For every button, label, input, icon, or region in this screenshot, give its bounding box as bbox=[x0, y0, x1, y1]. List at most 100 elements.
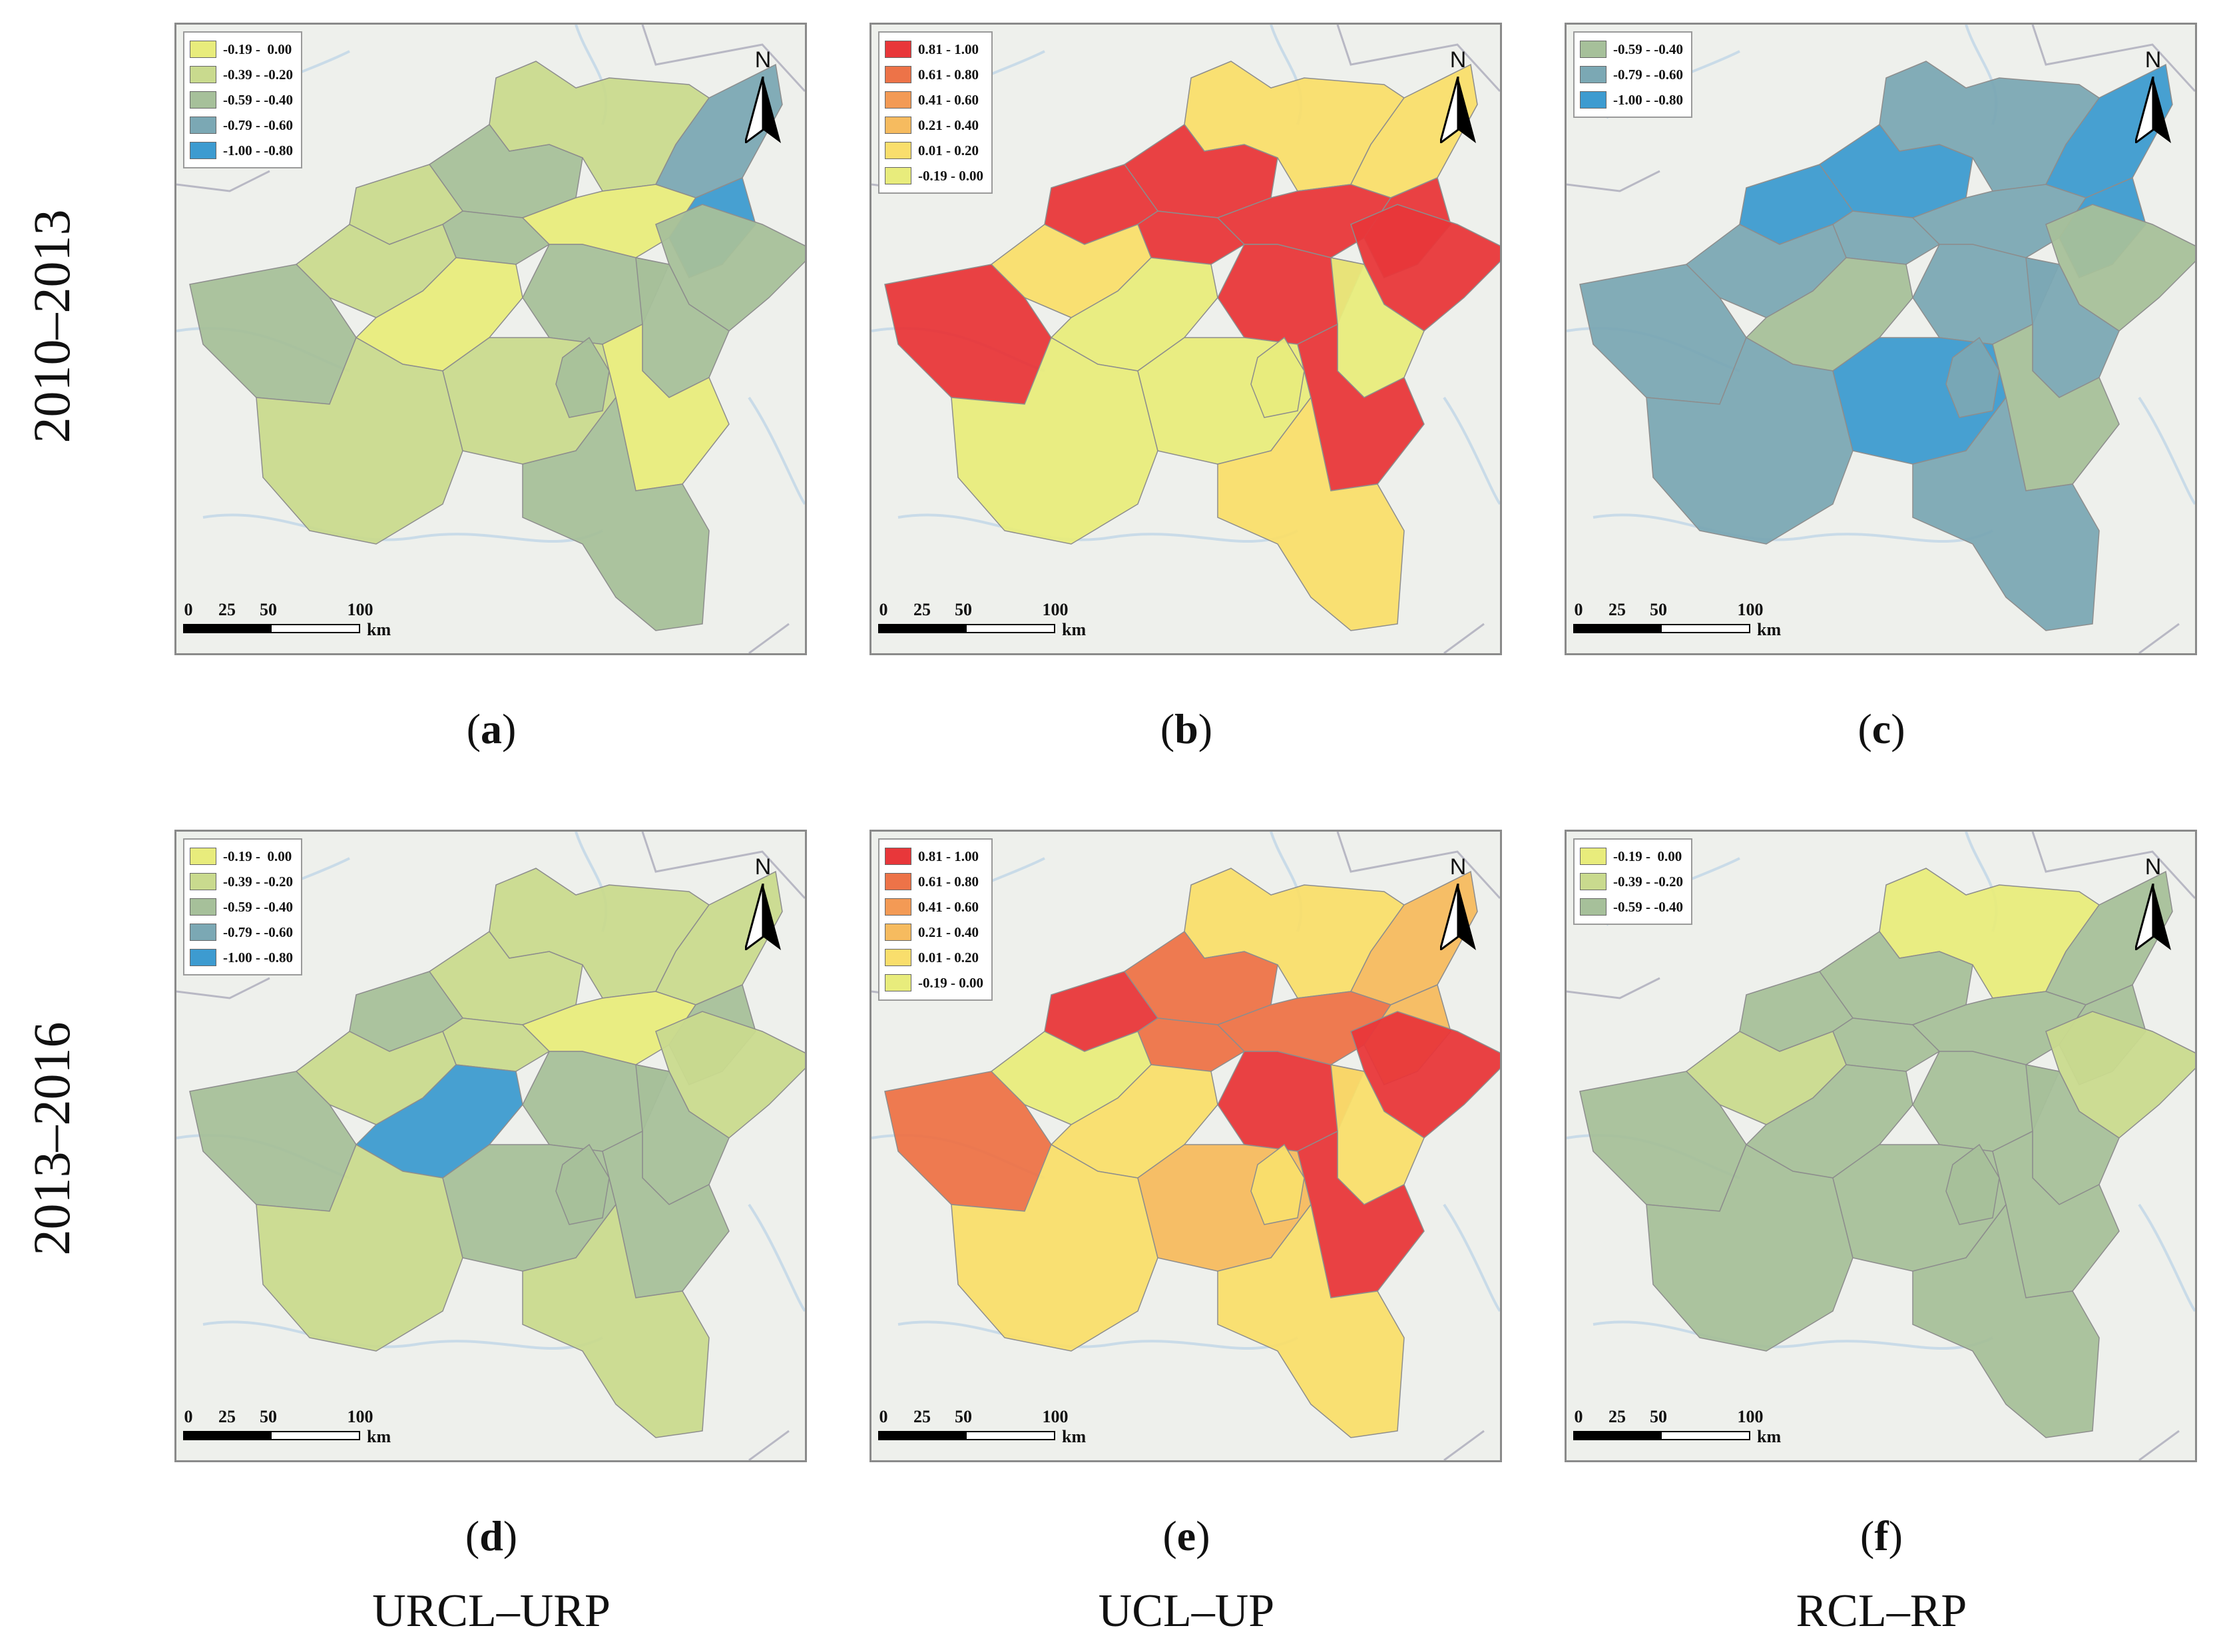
north-label: N bbox=[754, 47, 772, 73]
column-title-ucl-up: UCL–UP bbox=[1098, 1585, 1275, 1637]
scale-tick-label: 25 bbox=[218, 600, 236, 619]
legend-label: -0.59 - -0.40 bbox=[223, 899, 293, 915]
legend-label: 0.41 - 0.60 bbox=[918, 92, 979, 108]
scale-bar-graphic bbox=[878, 1431, 1055, 1440]
legend-label: -1.00 - -0.80 bbox=[1613, 92, 1683, 108]
north-arrow-icon bbox=[2135, 77, 2171, 143]
north-label: N bbox=[2144, 47, 2162, 73]
legend-item: -0.19 - 0.00 bbox=[885, 970, 983, 995]
legend-swatch bbox=[190, 142, 216, 159]
legend-item: 0.61 - 0.80 bbox=[885, 62, 983, 87]
legend-item: -0.59 - -0.40 bbox=[1580, 894, 1683, 920]
row-label-text: 2010–2013 bbox=[23, 209, 81, 443]
region-18 bbox=[1945, 1143, 2000, 1225]
caption-a: (a) bbox=[466, 705, 517, 752]
north-label: N bbox=[1449, 854, 1467, 880]
map-panel-d: -0.19 - 0.00 -0.39 - -0.20 -0.59 - -0.40 -0… bbox=[174, 830, 807, 1462]
choropleth-map bbox=[176, 832, 805, 1460]
map-legend: -0.19 - 0.00 -0.39 - -0.20 -0.59 - -0.40 -0… bbox=[183, 31, 302, 168]
legend-swatch bbox=[885, 41, 911, 58]
legend-swatch bbox=[885, 949, 911, 966]
legend-label: -0.79 - -0.60 bbox=[223, 924, 293, 940]
river-line bbox=[202, 513, 603, 543]
legend-item: -0.39 - -0.20 bbox=[1580, 869, 1683, 894]
scale-tick-label: 50 bbox=[955, 600, 972, 619]
legend-swatch bbox=[885, 91, 911, 109]
map-panel-b: 0.81 - 1.00 0.61 - 0.80 0.41 - 0.60 0.21 - … bbox=[869, 23, 1502, 655]
legend-item: -1.00 - -0.80 bbox=[190, 945, 293, 970]
legend-label: -0.19 - 0.00 bbox=[918, 975, 983, 991]
caption-b: (b) bbox=[1160, 705, 1213, 752]
river-line bbox=[1593, 513, 1993, 543]
legend-swatch bbox=[190, 949, 216, 966]
legend-label: -0.59 - -0.40 bbox=[223, 92, 293, 108]
legend-swatch bbox=[190, 66, 216, 83]
legend-item: -0.79 - -0.60 bbox=[190, 113, 293, 138]
legend-item: 0.41 - 0.60 bbox=[885, 87, 983, 113]
legend-label: 0.21 - 0.40 bbox=[918, 117, 979, 133]
scale-bar-graphic bbox=[183, 1431, 360, 1440]
legend-item: -0.39 - -0.20 bbox=[190, 62, 293, 87]
legend-item: -0.59 - -0.40 bbox=[1580, 37, 1683, 62]
legend-label: -0.19 - 0.00 bbox=[223, 41, 292, 57]
scale-tick-label: 100 bbox=[1042, 600, 1069, 619]
scale-tick-label: 0 bbox=[184, 600, 193, 619]
scale-unit: km bbox=[1062, 620, 1087, 639]
region-18 bbox=[555, 336, 610, 418]
legend-swatch bbox=[190, 91, 216, 109]
scale-bar: 0 25 50 100 km bbox=[183, 1407, 403, 1454]
legend-item: 0.01 - 0.20 bbox=[885, 945, 983, 970]
scale-tick-label: 50 bbox=[260, 1407, 277, 1426]
north-arrow: N bbox=[2130, 47, 2176, 147]
legend-item: -1.00 - -0.80 bbox=[190, 138, 293, 163]
river-line bbox=[2138, 396, 2195, 505]
map-panel-c: -0.59 - -0.40 -0.79 - -0.60 -1.00 - -0.80 N… bbox=[1565, 23, 2197, 655]
legend-item: -0.19 - 0.00 bbox=[190, 37, 293, 62]
legend-swatch bbox=[1580, 41, 1606, 58]
legend-label: -0.39 - -0.20 bbox=[223, 874, 293, 890]
north-arrow-icon bbox=[745, 884, 781, 950]
region-17 bbox=[1912, 396, 2100, 631]
scale-bar: 0 25 50 100 km bbox=[878, 1407, 1098, 1454]
column-title-rcl-rp: RCL–RP bbox=[1796, 1585, 1967, 1637]
legend-item: 0.21 - 0.40 bbox=[885, 920, 983, 945]
map-panel-f: -0.19 - 0.00 -0.39 - -0.20 -0.59 - -0.40 N 0… bbox=[1565, 830, 2197, 1462]
region-17 bbox=[1217, 396, 1405, 631]
north-arrow: N bbox=[1435, 47, 1481, 147]
region-18 bbox=[1250, 1143, 1305, 1225]
north-label: N bbox=[754, 854, 772, 880]
legend-swatch bbox=[190, 873, 216, 890]
legend-item: -0.19 - 0.00 bbox=[885, 163, 983, 188]
region-6 bbox=[521, 184, 697, 258]
legend-item: 0.21 - 0.40 bbox=[885, 113, 983, 138]
legend-swatch bbox=[1580, 66, 1606, 83]
scale-tick-label: 25 bbox=[1608, 1407, 1626, 1426]
legend-item: -0.19 - 0.00 bbox=[1580, 844, 1683, 869]
legend-label: 0.21 - 0.40 bbox=[918, 924, 979, 940]
scale-bar-graphic bbox=[1573, 624, 1750, 633]
legend-label: 0.81 - 1.00 bbox=[918, 41, 979, 57]
map-panel-a: -0.19 - 0.00 -0.39 - -0.20 -0.59 - -0.40 -0… bbox=[174, 23, 807, 655]
scale-bar-graphic bbox=[1573, 1431, 1750, 1440]
legend-swatch bbox=[885, 848, 911, 865]
scale-unit: km bbox=[367, 1427, 391, 1446]
legend-swatch bbox=[885, 142, 911, 159]
legend-item: -1.00 - -0.80 bbox=[1580, 87, 1683, 113]
legend-item: -0.39 - -0.20 bbox=[190, 869, 293, 894]
river-line bbox=[1443, 396, 1500, 505]
legend-swatch bbox=[1580, 873, 1606, 890]
legend-swatch bbox=[885, 873, 911, 890]
region-18 bbox=[555, 1143, 610, 1225]
map-legend: -0.19 - 0.00 -0.39 - -0.20 -0.59 - -0.40 -0… bbox=[183, 838, 302, 975]
legend-label: -1.00 - -0.80 bbox=[223, 142, 293, 158]
legend-label: -0.39 - -0.20 bbox=[223, 67, 293, 83]
scale-tick-label: 0 bbox=[879, 600, 888, 619]
region-6 bbox=[1911, 991, 2087, 1065]
legend-item: 0.61 - 0.80 bbox=[885, 869, 983, 894]
caption-d: (d) bbox=[465, 1512, 518, 1559]
legend-item: 0.81 - 1.00 bbox=[885, 37, 983, 62]
legend-item: -0.19 - 0.00 bbox=[190, 844, 293, 869]
legend-swatch bbox=[885, 898, 911, 916]
map-legend: -0.59 - -0.40 -0.79 - -0.60 -1.00 - -0.80 bbox=[1573, 31, 1692, 118]
map-legend: 0.81 - 1.00 0.61 - 0.80 0.41 - 0.60 0.21 - … bbox=[878, 31, 993, 194]
